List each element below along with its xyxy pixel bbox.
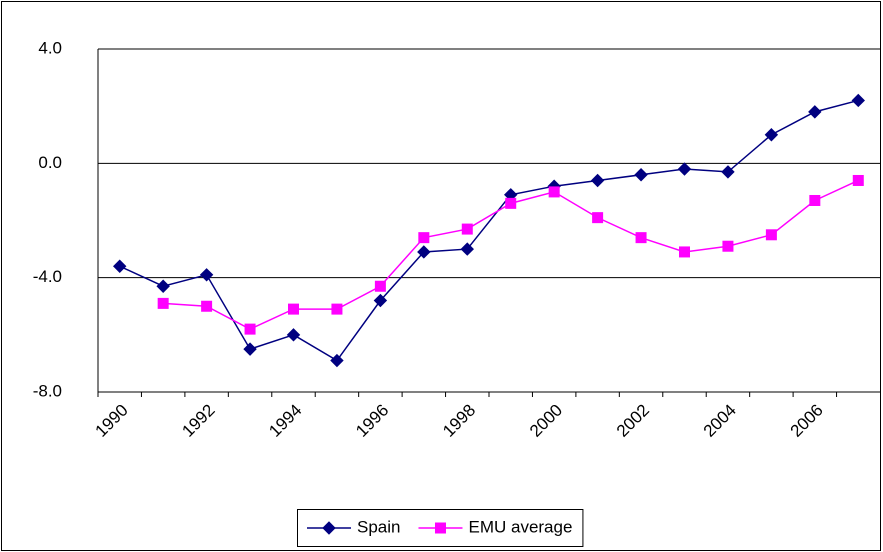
data-point bbox=[243, 342, 257, 356]
data-point bbox=[244, 323, 256, 335]
data-point bbox=[418, 232, 430, 244]
data-point bbox=[286, 328, 301, 342]
data-point bbox=[157, 297, 169, 309]
data-point bbox=[199, 268, 214, 282]
legend-label: EMU average bbox=[468, 517, 572, 536]
data-point bbox=[373, 293, 388, 308]
data-point bbox=[417, 245, 431, 259]
data-point bbox=[201, 300, 213, 312]
legend-marker bbox=[434, 522, 446, 534]
data-point bbox=[679, 246, 690, 258]
data-point bbox=[505, 197, 517, 209]
data-point bbox=[288, 303, 299, 315]
data-point bbox=[677, 162, 692, 176]
data-point bbox=[852, 174, 864, 186]
legend-marker bbox=[322, 521, 336, 535]
legend-label: Spain bbox=[357, 517, 400, 536]
data-point bbox=[851, 93, 865, 108]
data-point bbox=[331, 303, 343, 315]
data-point bbox=[634, 168, 648, 182]
data-point bbox=[764, 128, 779, 142]
data-point bbox=[460, 242, 474, 256]
data-point bbox=[113, 259, 127, 273]
y-tick-label: -8.0 bbox=[33, 381, 62, 400]
data-point bbox=[809, 194, 821, 206]
y-tick-label: -4.0 bbox=[33, 267, 62, 286]
data-point bbox=[156, 279, 170, 293]
data-point bbox=[330, 353, 344, 368]
data-point bbox=[374, 280, 386, 292]
data-point bbox=[765, 229, 777, 241]
data-point bbox=[808, 105, 822, 119]
y-tick-label: 0.0 bbox=[38, 153, 62, 172]
series-line bbox=[119, 99, 859, 362]
data-point bbox=[635, 232, 647, 244]
y-tick-label: 4.0 bbox=[38, 38, 62, 57]
data-point bbox=[548, 186, 560, 198]
data-point bbox=[592, 212, 604, 224]
data-point bbox=[722, 240, 734, 252]
data-point bbox=[590, 173, 605, 188]
data-point bbox=[461, 223, 473, 235]
data-point bbox=[721, 165, 735, 179]
